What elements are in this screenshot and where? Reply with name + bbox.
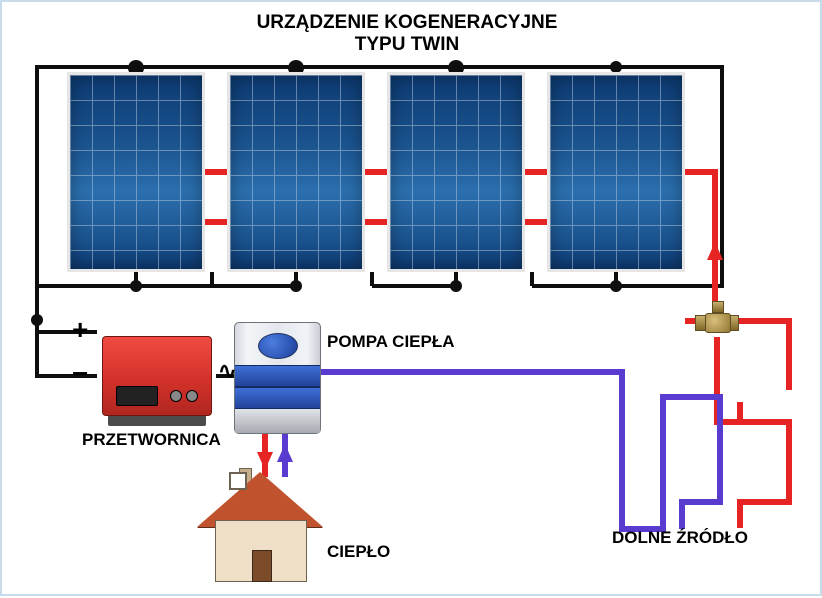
ac-tilde-symbol: ∿ xyxy=(218,358,236,384)
solar-panel-4 xyxy=(547,72,685,272)
heatpump-label: POMPA CIEPŁA xyxy=(327,332,455,352)
diagram-stage: URZĄDZENIE KOGENERACYJNE TYPU TWIN xyxy=(0,0,822,596)
inverter-label: PRZETWORNICA xyxy=(82,430,221,450)
heat-label: CIEPŁO xyxy=(327,542,390,562)
plus-symbol: + xyxy=(72,314,88,346)
heat-pump-device xyxy=(234,322,321,434)
solar-panel-1 xyxy=(67,72,205,272)
ground-source-label: DOLNE ŹRÓDŁO xyxy=(612,528,748,548)
solar-panel-2 xyxy=(227,72,365,272)
inverter-device xyxy=(102,336,212,416)
house-icon xyxy=(197,462,322,582)
brass-valve xyxy=(697,305,737,337)
solar-panel-3 xyxy=(387,72,525,272)
minus-symbol: − xyxy=(72,358,88,390)
